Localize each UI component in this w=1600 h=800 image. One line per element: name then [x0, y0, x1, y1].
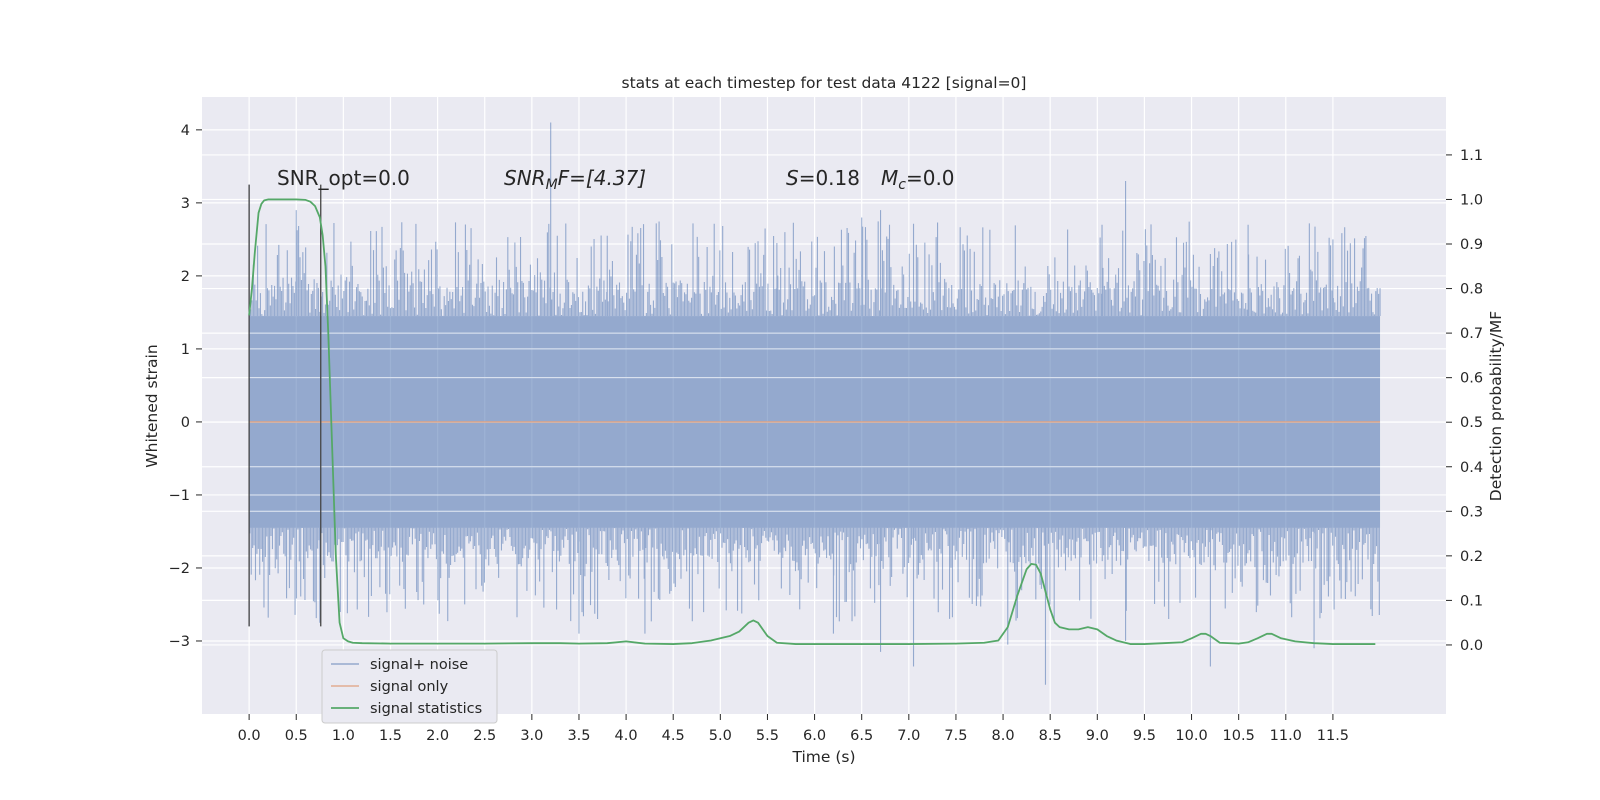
x-tick-label: 10.0 [1175, 728, 1207, 744]
x-tick-label: 0.0 [238, 728, 261, 744]
y2-tick-label: 0.9 [1460, 237, 1483, 253]
x-tick-label: 2.5 [473, 728, 496, 744]
x-tick-label: 0.5 [285, 728, 308, 744]
x-tick-label: 2.0 [426, 728, 449, 744]
x-tick-label: 6.5 [850, 728, 873, 744]
annotation-mc-rest: =0.0 [906, 166, 955, 190]
annotation-mc-sub: c [898, 177, 906, 193]
y2-tick-label: 0.5 [1460, 415, 1483, 431]
annotation-mc: Mc=0.0 [881, 166, 955, 193]
annotation-mc-main: M [881, 166, 898, 190]
noise-lower-spikes [248, 527, 1380, 685]
y-tick-label: 4 [181, 123, 190, 139]
x-tick-label: 8.0 [992, 728, 1015, 744]
y2-tick-label: 0.0 [1460, 638, 1483, 654]
annotation-snr-mf-rest: F=[4.37] [558, 166, 646, 190]
annotation-snr-mf: SNRMF=[4.37] [504, 166, 646, 193]
y2-tick-label: 0.4 [1460, 460, 1483, 476]
annotation-snr-mf-main: SNR [504, 166, 546, 190]
y2-tick-label: 0.8 [1460, 282, 1483, 298]
x-tick-label: 3.0 [520, 728, 543, 744]
legend-box [321, 649, 498, 724]
y-axis-label: Whitened strain [143, 344, 161, 467]
annotation-s-var: S [786, 166, 799, 190]
x-tick-label: 7.0 [897, 728, 920, 744]
y2-tick-label: 0.6 [1460, 371, 1483, 387]
annotation-snr-opt: SNR_opt=0.0 [277, 166, 410, 190]
x-tick-label: 6.0 [803, 728, 826, 744]
y-tick-label: −1 [169, 488, 190, 504]
legend-label-signal-statistics: signal statistics [370, 701, 482, 717]
legend-label-signal-only: signal only [370, 679, 449, 695]
chart-title: stats at each timestep for test data 412… [622, 74, 1027, 92]
x-tick-label: 11.0 [1270, 728, 1302, 744]
x-tick-label: 8.5 [1039, 728, 1062, 744]
y-tick-label: −2 [169, 561, 190, 577]
signal-statistics-line [248, 198, 1376, 645]
y-tick-label: −3 [169, 634, 190, 650]
x-tick-label: 1.5 [379, 728, 402, 744]
x-axis-label: Time (s) [791, 748, 855, 766]
x-tick-label: 1.0 [332, 728, 355, 744]
series-signal-statistics [248, 198, 1376, 645]
marker-lines [248, 184, 322, 627]
y-tick-label: 0 [181, 415, 190, 431]
y-tick-label: 1 [181, 342, 190, 358]
y2-axis-ticks: 1.1 1.0 0.9 0.8 0.7 0.6 0.5 0.4 0.3 0.2 0.1 0.0 [1446, 148, 1483, 654]
annotation-s: S=0.18 [786, 166, 860, 190]
x-tick-label: 9.5 [1133, 728, 1156, 744]
y-tick-label: 3 [181, 196, 190, 212]
annotation-s-rest: =0.18 [799, 166, 860, 190]
x-tick-label: 11.5 [1317, 728, 1349, 744]
legend: signal+ noise signal only signal statist… [321, 649, 498, 724]
x-tick-label: 9.0 [1086, 728, 1109, 744]
y2-tick-label: 1.0 [1460, 192, 1483, 208]
y2-tick-label: 0.2 [1460, 549, 1483, 565]
x-tick-label: 7.5 [944, 728, 967, 744]
x-tick-label: 10.5 [1223, 728, 1255, 744]
x-tick-label: 5.0 [709, 728, 732, 744]
legend-label-signal-noise: signal+ noise [370, 657, 468, 673]
y-axis-ticks: 4 3 2 1 0 −1 −2 −3 [169, 123, 202, 650]
y2-tick-label: 1.1 [1460, 148, 1483, 164]
x-axis-ticks: 0.0 0.5 1.0 1.5 2.0 2.5 3.0 3.5 4.0 4.5 5.0 5.5 6.0 6… [238, 714, 1349, 744]
y2-tick-label: 0.3 [1460, 504, 1483, 520]
x-tick-label: 5.5 [756, 728, 779, 744]
y2-tick-label: 0.1 [1460, 593, 1483, 609]
y2-tick-label: 0.7 [1460, 326, 1483, 342]
y2-axis-label: Detection probability/MF [1487, 311, 1505, 502]
x-tick-label: 3.5 [567, 728, 590, 744]
x-tick-label: 4.5 [662, 728, 685, 744]
x-tick-label: 4.0 [615, 728, 638, 744]
y-tick-label: 2 [181, 269, 190, 285]
annotation-snr-mf-sub: M [546, 177, 558, 193]
